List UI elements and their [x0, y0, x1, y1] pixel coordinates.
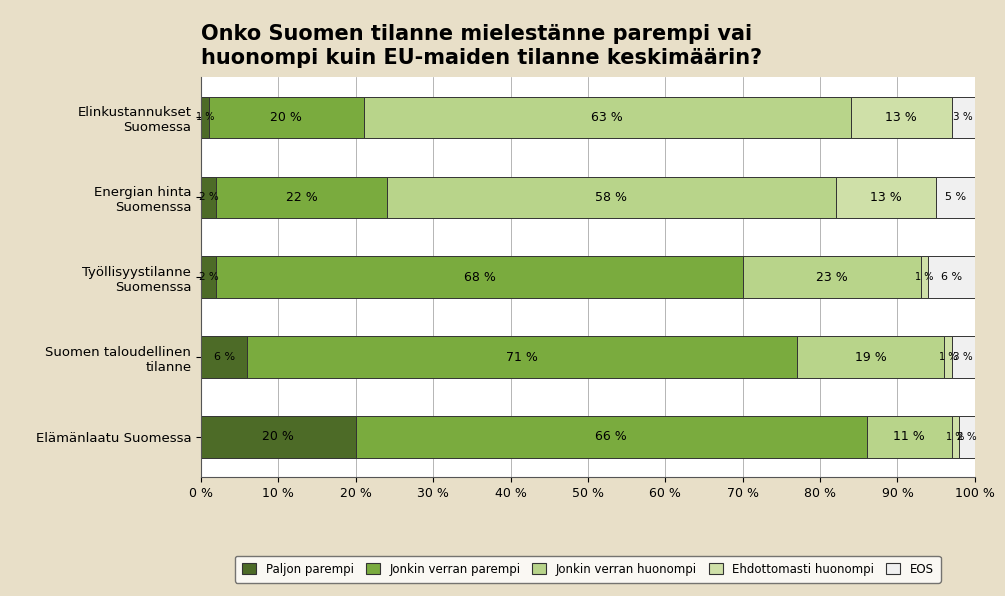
Text: 22 %: 22 % — [285, 191, 318, 204]
Text: 19 %: 19 % — [854, 350, 886, 364]
Text: Onko Suomen tilanne mielestänne parempi vai
huonompi kuin EU-maiden tilanne kesk: Onko Suomen tilanne mielestänne parempi … — [201, 24, 762, 67]
Text: 2 %: 2 % — [199, 272, 219, 282]
Bar — [866, 416, 952, 458]
Bar — [937, 176, 975, 218]
Text: 2 %: 2 % — [199, 193, 219, 202]
Text: 1 %: 1 % — [196, 113, 214, 122]
Text: 3 %: 3 % — [954, 352, 973, 362]
Text: 1 %: 1 % — [916, 272, 934, 282]
Legend: Paljon parempi, Jonkin verran parempi, Jonkin verran huonompi, Ehdottomasti huon: Paljon parempi, Jonkin verran parempi, J… — [235, 555, 941, 583]
Text: 23 %: 23 % — [816, 271, 847, 284]
Bar — [201, 256, 216, 298]
Bar — [960, 416, 975, 458]
Text: 58 %: 58 % — [595, 191, 627, 204]
Text: 2 %: 2 % — [957, 432, 977, 442]
Bar — [247, 336, 797, 378]
Bar — [952, 416, 960, 458]
Text: 6 %: 6 % — [214, 352, 235, 362]
Bar — [201, 336, 247, 378]
Text: 20 %: 20 % — [270, 111, 303, 124]
Text: 11 %: 11 % — [893, 430, 925, 443]
Bar — [952, 336, 975, 378]
Text: 1 %: 1 % — [939, 352, 957, 362]
Text: 1 %: 1 % — [947, 432, 965, 442]
Bar — [356, 416, 866, 458]
Text: 66 %: 66 % — [595, 430, 627, 443]
Text: 5 %: 5 % — [945, 193, 966, 202]
Bar — [201, 97, 209, 138]
Bar — [201, 416, 356, 458]
Text: 6 %: 6 % — [941, 272, 962, 282]
Bar — [835, 176, 937, 218]
Bar — [364, 97, 851, 138]
Bar — [209, 97, 364, 138]
Text: 3 %: 3 % — [954, 113, 973, 122]
Text: 20 %: 20 % — [262, 430, 294, 443]
Bar — [216, 176, 387, 218]
Bar — [201, 176, 216, 218]
Bar — [851, 97, 952, 138]
Bar — [216, 256, 743, 298]
Bar — [743, 256, 921, 298]
Text: 13 %: 13 % — [870, 191, 901, 204]
Bar — [921, 256, 929, 298]
Text: 68 %: 68 % — [463, 271, 495, 284]
Bar — [944, 336, 952, 378]
Bar — [929, 256, 975, 298]
Text: 71 %: 71 % — [507, 350, 538, 364]
Bar — [952, 97, 975, 138]
Bar — [387, 176, 835, 218]
Text: 13 %: 13 % — [885, 111, 918, 124]
Bar — [797, 336, 944, 378]
Text: 63 %: 63 % — [591, 111, 623, 124]
